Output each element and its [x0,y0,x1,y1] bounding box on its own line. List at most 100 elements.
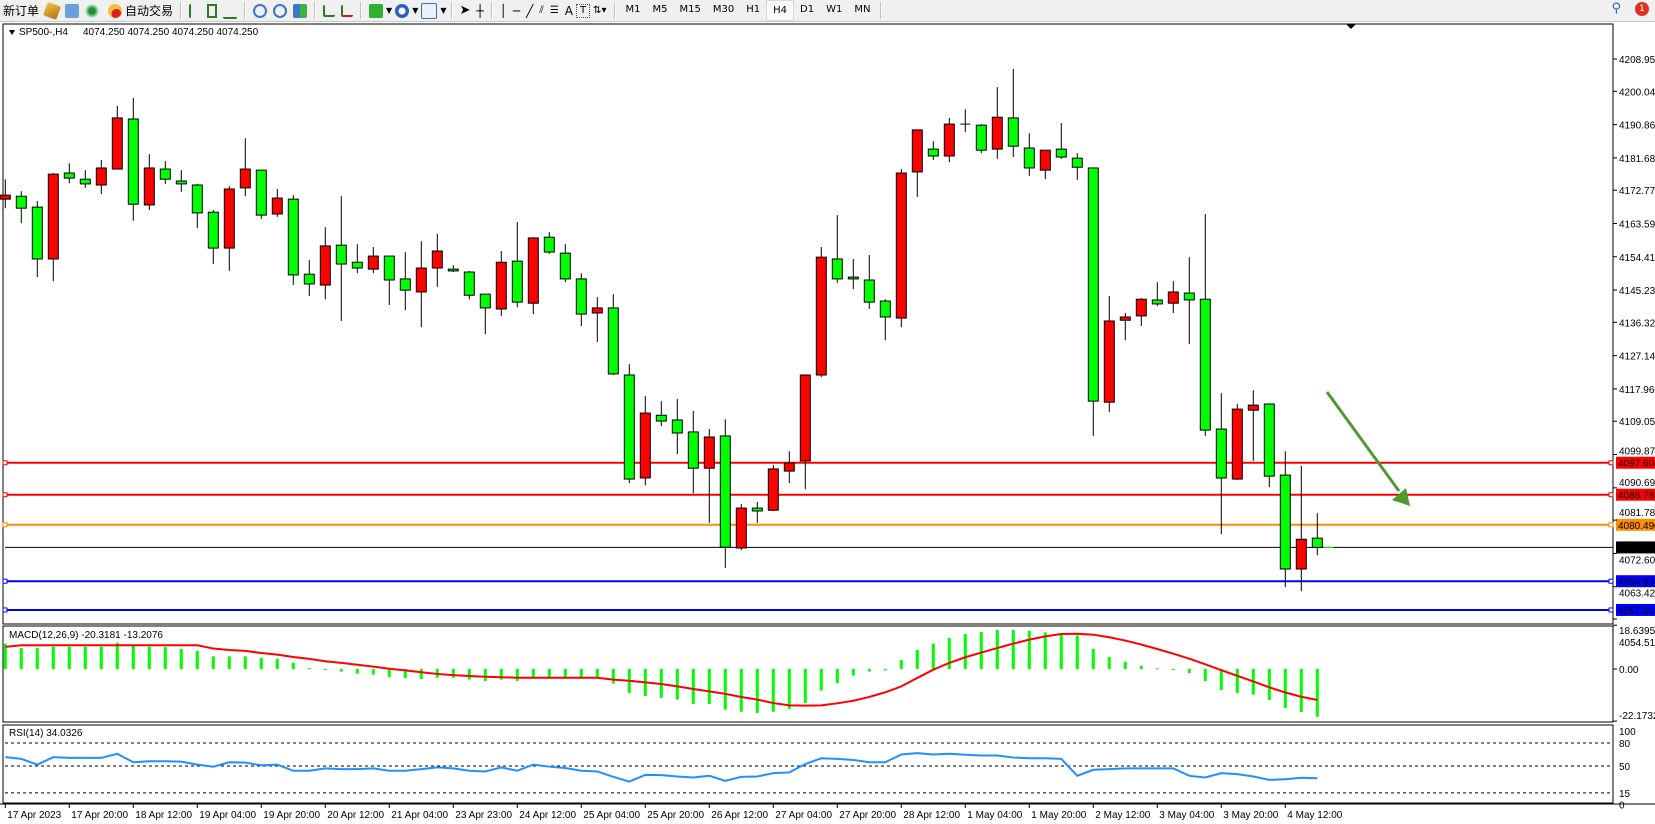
macd-histogram-bar [35,648,39,669]
dropdown-arrow-icon[interactable]: ▼ [386,6,393,15]
macd-histogram-bar [211,656,215,669]
macd-histogram-bar [51,646,55,669]
macd-histogram-bar [1107,657,1111,669]
arrows-icon[interactable]: ⇅▾ [593,5,607,16]
candle [1135,298,1147,327]
periods-icon[interactable] [395,3,410,18]
timeframe-m1[interactable]: M1 [625,4,641,15]
line-handle[interactable] [1608,460,1614,466]
macd-histogram-bar [739,669,743,712]
candle-body [1183,292,1195,301]
timeframe-m15[interactable]: M15 [679,4,701,15]
chart-canvas[interactable]: SP500-,H4 4074.250 4074.250 4074.250 4074… [0,22,1655,824]
timeframe-mn[interactable]: MN [854,4,871,15]
tile-windows-icon[interactable] [293,3,308,18]
candle-body [1103,320,1115,403]
macd-pane[interactable] [2,625,1614,723]
line-handle[interactable] [2,492,8,498]
macd-histogram-bar [1011,629,1015,669]
time-axis-label: 28 Apr 12:00 [903,810,960,821]
macd-histogram-bar [1027,630,1031,669]
zoom-in-icon[interactable] [253,3,268,18]
bar-chart-icon[interactable] [189,3,201,18]
line-handle[interactable] [2,578,8,584]
horizontal-line-icon[interactable]: ─ [512,3,521,18]
macd-histogram-bar [275,658,279,669]
line-handle[interactable] [2,460,8,466]
trendline-icon[interactable]: ╱ [526,3,534,18]
signals-icon[interactable] [85,3,100,18]
market-watch-icon[interactable] [43,1,61,20]
candle [15,191,27,224]
candle [975,124,987,154]
right-tools: ⚲ 1 [1611,1,1649,16]
zoom-out-icon[interactable] [273,3,288,18]
text-icon[interactable]: A [564,3,573,18]
trend-arrow-head-icon[interactable] [1392,488,1410,506]
candle [1039,149,1051,180]
text-label-icon[interactable]: T [576,3,591,18]
candle [960,109,971,133]
chart-shift-marker-icon[interactable] [1346,24,1356,29]
price-level-tag [1616,488,1655,501]
candle [239,138,251,197]
notification-badge[interactable]: 1 [1635,1,1649,16]
crosshair-icon[interactable]: ┼ [476,3,484,18]
line-handle[interactable] [2,522,8,528]
candle-body [847,276,859,280]
trend-arrow-line[interactable] [1325,391,1401,492]
line-handle[interactable] [1608,607,1614,613]
auto-scroll-icon[interactable] [323,4,336,17]
line-handle[interactable] [1608,492,1614,498]
line-handle[interactable] [1608,522,1614,528]
macd-histogram-bar [755,669,759,713]
timeframe-w1[interactable]: W1 [826,4,843,15]
candle-body [495,261,507,310]
chart-menu-triangle-icon[interactable] [9,30,15,35]
timeframe-d1[interactable]: D1 [800,4,815,15]
candle-body [143,167,155,206]
rsi-axis-label: 50 [1619,762,1631,773]
timeframe-h1[interactable]: H1 [746,4,761,15]
new-order-button[interactable]: 新订单 [0,1,42,20]
dropdown-arrow-icon[interactable]: ▼ [440,6,447,15]
templates-icon[interactable] [421,2,438,19]
candle [1007,68,1019,158]
chart-shift-icon[interactable] [341,4,354,17]
macd-histogram-bar [867,669,871,672]
chart-window[interactable]: SP500-,H4 4074.250 4074.250 4074.250 4074… [0,22,1655,824]
time-axis-label: 17 Apr 2023 [7,810,61,821]
vertical-line-icon[interactable]: │ [499,3,507,18]
search-icon[interactable]: ⚲ [1611,1,1621,16]
timeframe-m30[interactable]: M30 [712,4,735,15]
candle [687,410,699,494]
bid-price-tag [1616,541,1655,554]
indicators-icon[interactable] [369,3,384,18]
dropdown-arrow-icon[interactable]: ▼ [412,6,419,15]
candle-body [223,188,235,249]
price-pane[interactable] [2,23,1614,625]
fibonacci-icon[interactable]: ☰ [549,5,559,16]
candle-body [1007,117,1019,147]
timeframe-m5[interactable]: M5 [652,4,668,15]
timeframe-h4[interactable]: H4 [766,0,795,21]
price-level-tag [1616,518,1655,531]
line-handle[interactable] [1608,578,1614,584]
candle [1279,451,1291,588]
macd-histogram-bar [995,629,999,669]
line-chart-icon[interactable] [223,3,238,19]
candle [639,396,651,486]
cursor-icon[interactable]: ➤ [459,3,471,18]
equidistant-channel-icon[interactable]: ⫽ [539,5,544,16]
candle-body [47,173,59,260]
price-axis-label: 4163.590 [1619,219,1655,230]
candlestick-icon[interactable] [207,3,218,18]
macd-axis-label: 0.00 [1619,665,1639,676]
candle [943,117,955,163]
toolbar-separator [880,2,883,19]
data-window-icon[interactable] [65,3,80,18]
auto-trading-button[interactable]: 自动交易 [102,1,176,20]
line-handle[interactable] [2,607,8,613]
macd-histogram-bar [259,657,263,669]
price-level-tag [1616,575,1655,588]
